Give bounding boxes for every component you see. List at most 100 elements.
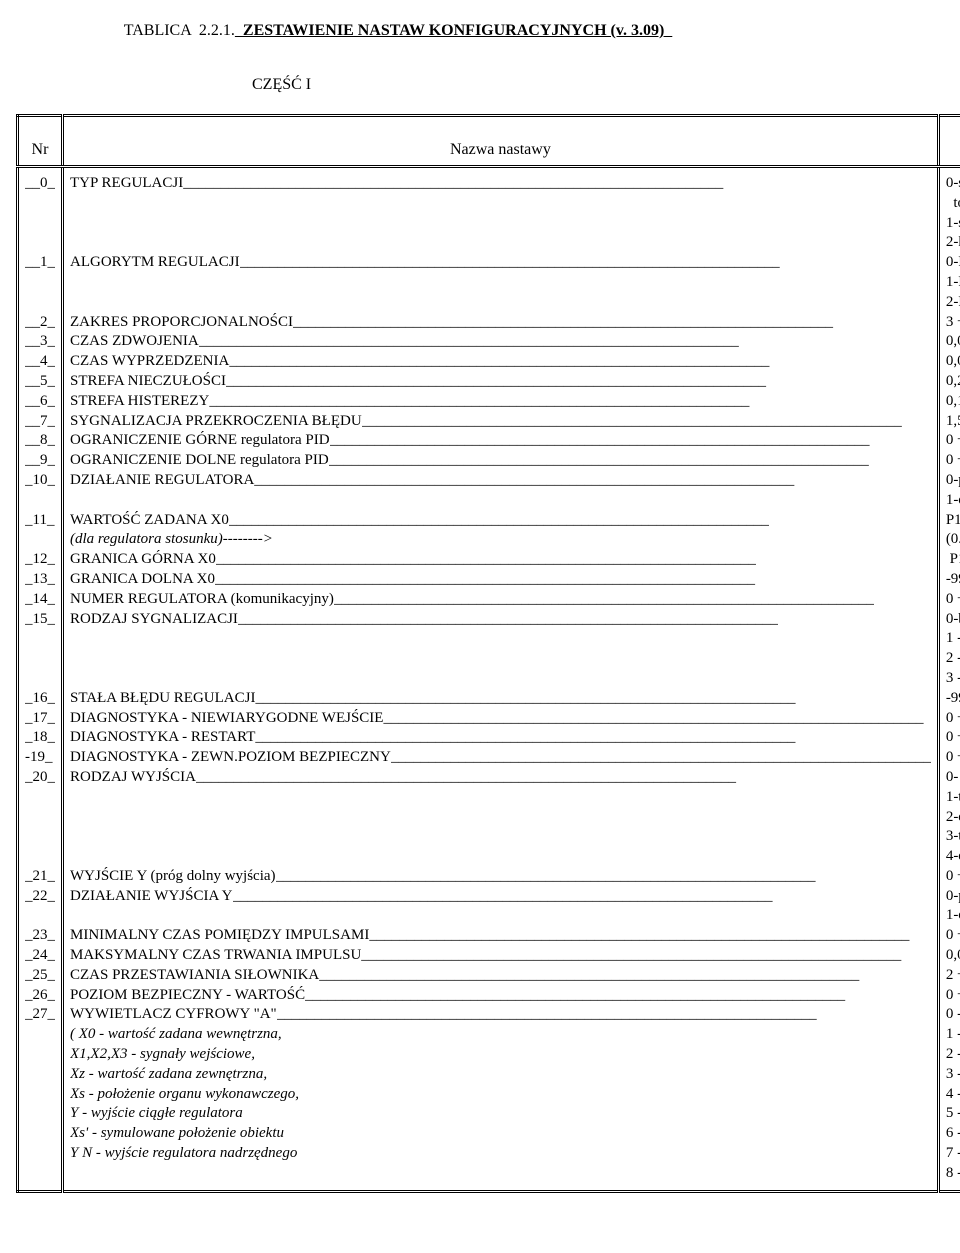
underline-filler: ________________________________________… (240, 253, 931, 273)
name-value: Xz - wartość zadana zewnętrzna, (70, 1065, 931, 1085)
name-value: STREFA HISTEREZY________________________… (70, 392, 931, 412)
range-value: 0 ÷ 9999 (946, 709, 960, 729)
nr-value: _27_ (25, 1005, 55, 1025)
name-value: STREFA NIECZUŁOŚCI______________________… (70, 372, 931, 392)
underline-filler: ________________________________________… (229, 352, 931, 372)
nr-value (25, 827, 55, 847)
name-value (70, 1164, 931, 1184)
title-main: ZESTAWIENIE NASTAW KONFIGURACYJNYCH (v. … (235, 22, 672, 39)
name-value: MAKSYMALNY CZAS TRWANIA IMPULSU_________… (70, 946, 931, 966)
name-value: WYJŚCIE Y (próg dolny wyjścia)__________… (70, 867, 931, 887)
nr-value: __0_ (25, 174, 55, 194)
range-value: 5 - Xs (946, 1104, 960, 1124)
name-value: WARTOŚĆ ZADANA X0_______________________… (70, 511, 931, 531)
nr-value: _23_ (25, 926, 55, 946)
underline-filler: ________________________________________… (330, 431, 931, 451)
range-value: -999 ÷ 1000 (946, 689, 960, 709)
name-value: NUMER REGULATORA (komunikacyjny)________… (70, 590, 931, 610)
name-value (70, 906, 931, 926)
nr-value: _14_ (25, 590, 55, 610)
name-value (70, 629, 931, 649)
underline-filler: ________________________________________… (277, 1005, 931, 1025)
range-value: 4 - Xz (946, 1085, 960, 1105)
range-value: 0 ÷ 125% (946, 451, 960, 471)
settings-table: Nr Nazwa nastawy Zakres nastawy Typ nast… (16, 114, 960, 1193)
nr-value: __1_ (25, 253, 55, 273)
name-value: DZIAŁANIE REGULATORA____________________… (70, 471, 931, 491)
name-value: RODZAJ WYJŚCIA__________________________… (70, 768, 931, 788)
nr-value (25, 1104, 55, 1124)
nr-value (25, 530, 55, 550)
name-value: ALGORYTM REGULACJI______________________… (70, 253, 931, 273)
range-value: 0,1÷0,995 (946, 392, 960, 412)
underline-filler: ________________________________________… (255, 728, 930, 748)
name-value: (dla regulatora stosunku)--------> (70, 530, 931, 550)
nr-value: _13_ (25, 570, 55, 590)
nr-value: _22_ (25, 887, 55, 907)
range-value: 0 ÷ 9999 (946, 748, 960, 768)
underline-filler: ________________________________________… (226, 372, 931, 392)
name-value: CZAS WYPRZEDZENIA_______________________… (70, 352, 931, 372)
range-value: 1-PI (946, 273, 960, 293)
name-value: ( X0 - wartość zadana wewnętrzna, (70, 1025, 931, 1045)
name-value: CZAS PRZESTAWIANIA SIŁOWNIKA____________… (70, 966, 931, 986)
range-value: 8 - Y N (946, 1164, 960, 1184)
name-value (70, 233, 931, 253)
name-value: Xs - położenie organu wykonawczego, (70, 1085, 931, 1105)
range-value: 0- ciągłe (946, 768, 960, 788)
nr-value: __5_ (25, 372, 55, 392)
header-range: Zakres nastawy (938, 116, 960, 167)
name-value: ZAKRES PROPORCJONALNOŚCI________________… (70, 313, 931, 333)
nr-value: _17_ (25, 709, 55, 729)
name-value (70, 214, 931, 234)
range-value: P13 ÷ P12 ͣ ) (946, 511, 960, 531)
cell-range: 0-stałowar- tościowa1-stosunku2-kaskadow… (938, 167, 960, 1192)
underline-filler: ________________________________________… (196, 768, 931, 788)
nr-value (25, 808, 55, 828)
range-value: 1-odwrotne (946, 906, 960, 926)
nr-value (25, 293, 55, 313)
name-value: X1,X2,X3 - sygnały wejściowe, (70, 1045, 931, 1065)
nr-value: __7_ (25, 412, 55, 432)
underline-filler: ________________________________________… (255, 689, 930, 709)
range-value: 1-stosunku (946, 214, 960, 234)
cell-name: TYP REGULACJI___________________________… (63, 167, 939, 1192)
nr-value: __6_ (25, 392, 55, 412)
range-value: 2-q_trójst.2 (946, 808, 960, 828)
name-value: DIAGNOSTYKA - ZEWN.POZIOM BEZPIECZNY____… (70, 748, 931, 768)
name-value: POZIOM BEZPIECZNY - WARTOŚĆ_____________… (70, 986, 931, 1006)
range-value: P11 ÷ 9999 ͣ ) (946, 550, 960, 570)
range-value: 4-q_trójst.1 (946, 847, 960, 867)
range-value: 1-trójstaw.2 (946, 788, 960, 808)
underline-filler: ________________________________________… (209, 392, 930, 412)
nr-value (25, 1124, 55, 1144)
header-nr: Nr (18, 116, 63, 167)
name-value: Xs' - symulowane położenie obiektu (70, 1124, 931, 1144)
range-value: 1-odwrotne (946, 491, 960, 511)
range-value: 0 ÷ 1(4mA) (946, 867, 960, 887)
nr-value (25, 906, 55, 926)
range-value: 0 ÷ 125% (946, 431, 960, 451)
nr-value (25, 669, 55, 689)
nr-value: _24_ (25, 946, 55, 966)
range-value: 0,02 ÷ 5sek (946, 946, 960, 966)
name-value (70, 827, 931, 847)
range-value: 6 - Xs' (946, 1124, 960, 1144)
range-value: 1,5 ÷ 40% (946, 412, 960, 432)
name-value (70, 669, 931, 689)
underline-filler: ________________________________________… (334, 590, 931, 610)
nr-value: _12_ (25, 550, 55, 570)
nr-value: -19_ (25, 748, 55, 768)
name-value: WYWIETLACZ CYFROWY "A"__________________… (70, 1005, 931, 1025)
range-value: 0,03÷60min (946, 332, 960, 352)
nr-value: _15_ (25, 610, 55, 630)
nr-value: __2_ (25, 313, 55, 333)
range-value: 3 ÷ 500% (946, 313, 960, 333)
nr-value: _18_ (25, 728, 55, 748)
range-value: 0 ÷ 30sek (946, 926, 960, 946)
underline-filler: ________________________________________… (216, 550, 931, 570)
nr-value (25, 1025, 55, 1045)
range-value: 3 - X3 (946, 669, 960, 689)
title-prefix: TABLICA 2.2.1. (124, 22, 235, 39)
underline-filler: ________________________________________… (369, 926, 931, 946)
